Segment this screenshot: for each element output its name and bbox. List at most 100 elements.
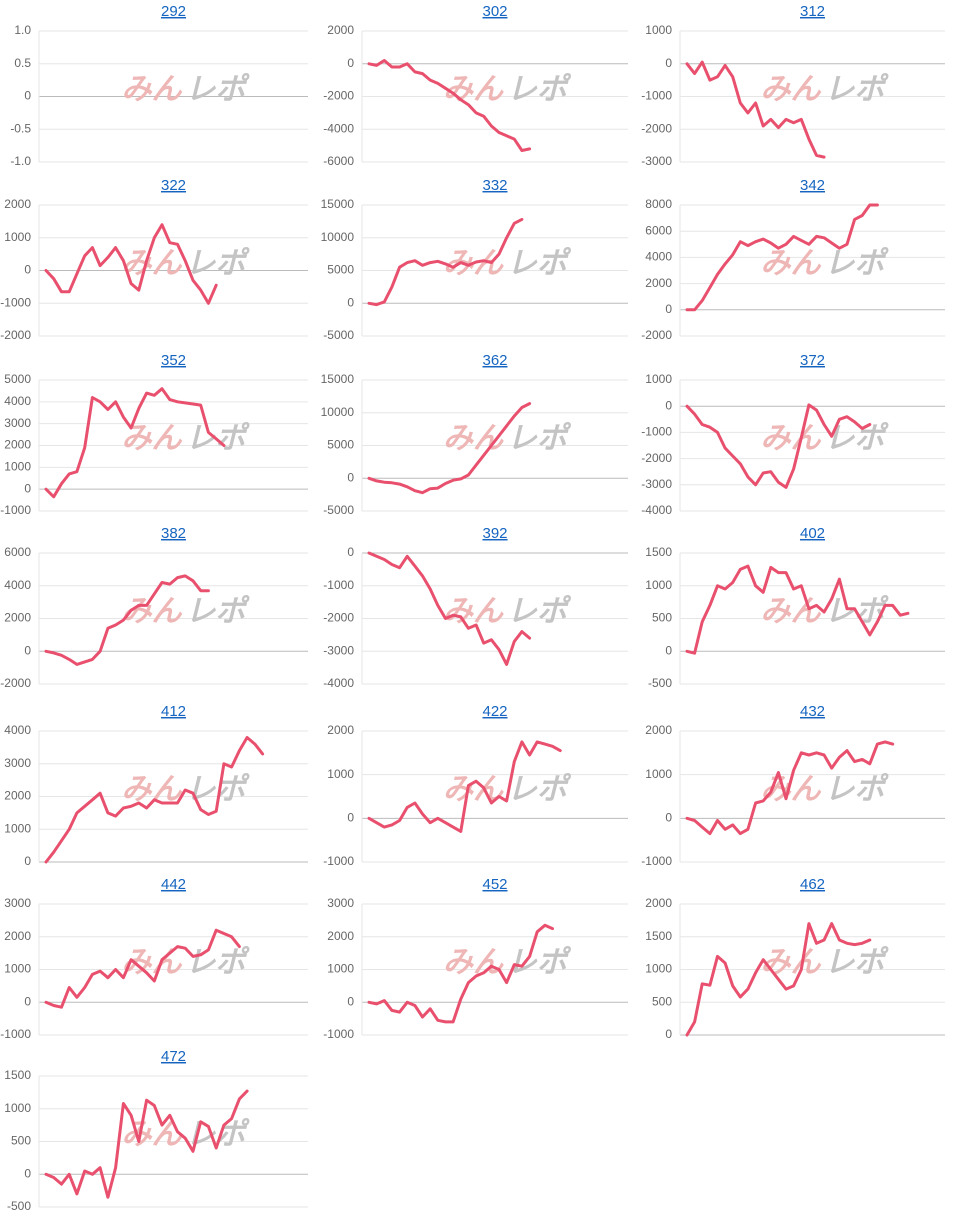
y-tick-label: 2000 [4, 929, 31, 943]
y-tick-label: -1000 [323, 1027, 354, 1041]
y-tick-label: 15000 [321, 197, 355, 211]
chart-title[interactable]: 462 [800, 876, 825, 893]
y-tick-label: 2000 [327, 23, 354, 37]
y-tick-label: -5000 [323, 328, 354, 342]
watermark: みん [761, 72, 822, 107]
y-tick-label: 0.5 [14, 56, 31, 70]
y-tick-label: 0 [24, 854, 31, 868]
y-tick-label: 1500 [4, 1068, 31, 1082]
data-line [44, 387, 226, 499]
chart-title[interactable]: 302 [482, 3, 507, 20]
y-tick-label: 0 [347, 811, 354, 825]
watermark: レポ [825, 772, 890, 807]
y-tick-label: 500 [11, 1134, 31, 1148]
chart-title[interactable]: 412 [161, 703, 186, 720]
y-tick-label: -1000 [0, 1027, 31, 1041]
y-tick-label: 2000 [327, 723, 354, 737]
y-tick-label: 0 [347, 545, 354, 559]
y-tick-label: 5000 [327, 438, 354, 452]
y-tick-label: 4000 [4, 394, 31, 408]
data-line [44, 928, 241, 1009]
y-tick-label: -2000 [641, 328, 672, 342]
y-tick-label: 1000 [645, 372, 672, 386]
y-tick-label: -5000 [323, 503, 354, 517]
chart-title[interactable]: 352 [161, 352, 186, 369]
watermark: レポ [825, 421, 890, 456]
y-tick-label: 1000 [645, 23, 672, 37]
data-line [44, 574, 210, 666]
y-tick-label: -3000 [641, 477, 672, 491]
data-line [367, 217, 524, 307]
y-tick-label: -2000 [323, 611, 354, 625]
y-tick-label: 1000 [4, 821, 31, 835]
y-tick-label: 0 [665, 302, 672, 316]
y-tick-label: 0 [665, 643, 672, 657]
chart-title[interactable]: 422 [482, 703, 507, 720]
y-tick-label: -4000 [323, 676, 354, 690]
watermark: レポ [825, 246, 890, 281]
y-tick-label: 1000 [4, 962, 31, 976]
y-tick-label: -2000 [0, 328, 31, 342]
watermark: レポ [507, 594, 572, 629]
chart-title[interactable]: 472 [161, 1048, 186, 1065]
y-tick-label: 1000 [645, 962, 672, 976]
y-tick-label: 0 [665, 56, 672, 70]
watermark: レポ [507, 945, 572, 980]
y-tick-label: 0 [347, 470, 354, 484]
y-tick-label: 5000 [4, 372, 31, 386]
chart-title[interactable]: 322 [161, 177, 186, 194]
y-tick-label: -500 [7, 1199, 31, 1213]
y-tick-label: -1000 [323, 854, 354, 868]
chart-title[interactable]: 382 [161, 525, 186, 542]
y-tick-label: -6000 [323, 154, 354, 168]
chart-title[interactable]: 402 [800, 525, 825, 542]
data-line [685, 922, 872, 1037]
y-tick-label: -2000 [323, 89, 354, 103]
chart-title[interactable]: 342 [800, 177, 825, 194]
y-tick-label: 4000 [4, 578, 31, 592]
watermark: みん [761, 246, 822, 281]
watermark: レポ [186, 246, 251, 281]
chart-title[interactable]: 332 [482, 177, 507, 194]
data-line [685, 740, 895, 836]
watermark: レポ [825, 72, 890, 107]
y-tick-label: 1000 [327, 767, 354, 781]
chart-title[interactable]: 442 [161, 876, 186, 893]
data-line [367, 551, 532, 666]
y-tick-label: 0 [24, 643, 31, 657]
chart-title[interactable]: 432 [800, 703, 825, 720]
watermark: レポ [186, 72, 251, 107]
y-tick-label: 0 [24, 1166, 31, 1180]
y-tick-label: 2000 [4, 197, 31, 211]
y-tick-label: 2000 [645, 896, 672, 910]
watermark: レポ [186, 594, 251, 629]
chart-title[interactable]: 452 [482, 876, 507, 893]
y-tick-label: 2000 [4, 438, 31, 452]
y-tick-label: 10000 [321, 230, 355, 244]
y-tick-label: -3000 [641, 154, 672, 168]
y-tick-label: 2000 [645, 723, 672, 737]
data-line [367, 740, 562, 833]
y-tick-label: 3000 [4, 416, 31, 430]
y-tick-label: 0 [24, 481, 31, 495]
y-tick-label: 1000 [645, 767, 672, 781]
chart-title[interactable]: 392 [482, 525, 507, 542]
y-tick-label: 2000 [327, 929, 354, 943]
y-tick-label: 0 [24, 263, 31, 277]
chart-title[interactable]: 312 [800, 3, 825, 20]
watermark: みん [443, 594, 504, 629]
y-tick-label: 0 [347, 994, 354, 1008]
chart-title[interactable]: 372 [800, 352, 825, 369]
y-tick-label: 3000 [4, 756, 31, 770]
y-tick-label: 5000 [327, 263, 354, 277]
y-tick-label: -1000 [0, 295, 31, 309]
y-tick-label: 6000 [645, 223, 672, 237]
y-tick-label: -3000 [323, 643, 354, 657]
chart-title[interactable]: 292 [161, 3, 186, 20]
y-tick-label: -1000 [0, 503, 31, 517]
y-tick-label: 1000 [645, 578, 672, 592]
chart-title[interactable]: 362 [482, 352, 507, 369]
watermark: みん [122, 72, 183, 107]
y-tick-label: 0 [665, 811, 672, 825]
y-tick-label: -1000 [641, 854, 672, 868]
